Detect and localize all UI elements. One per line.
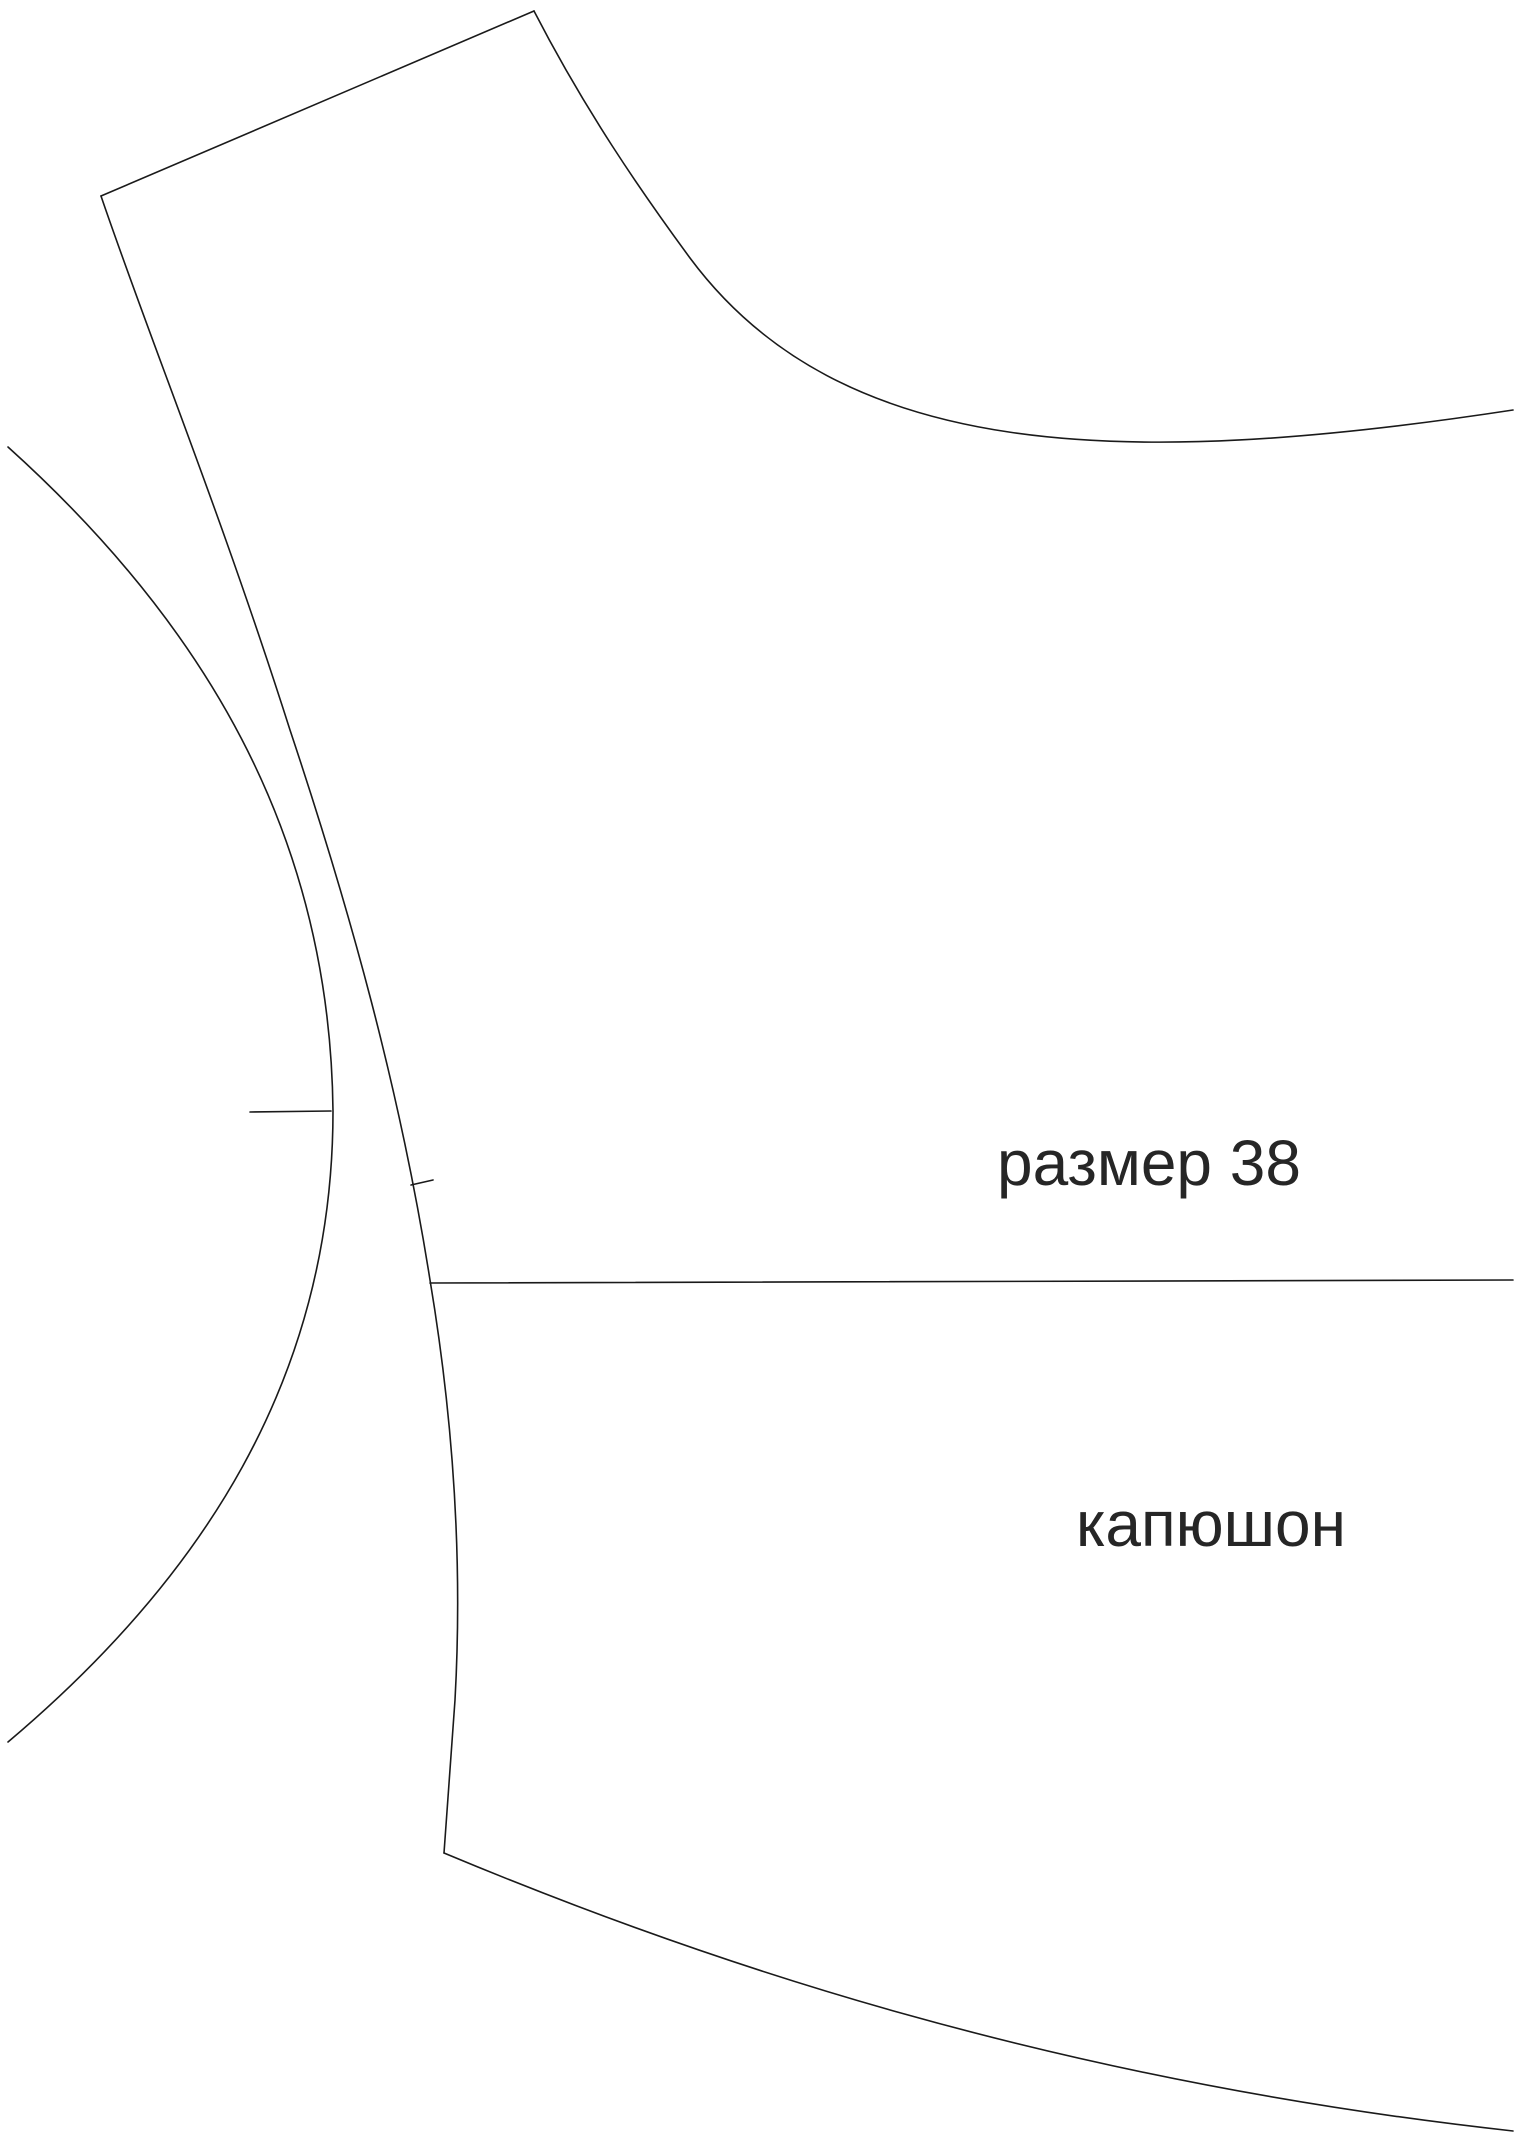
neckline-curve xyxy=(7,446,334,1743)
notch-mark-right xyxy=(410,1179,434,1186)
dividing-line xyxy=(429,1279,1514,1284)
hood-bottom-edge xyxy=(443,1852,1514,2132)
hood-top-edge xyxy=(100,10,535,197)
piece-label: капюшон xyxy=(1076,1488,1346,1560)
hood-front-edge xyxy=(100,195,459,1854)
hood-back-curve xyxy=(533,10,1514,443)
size-label: размер 38 xyxy=(997,1127,1301,1199)
notch-mark-left xyxy=(249,1110,332,1113)
